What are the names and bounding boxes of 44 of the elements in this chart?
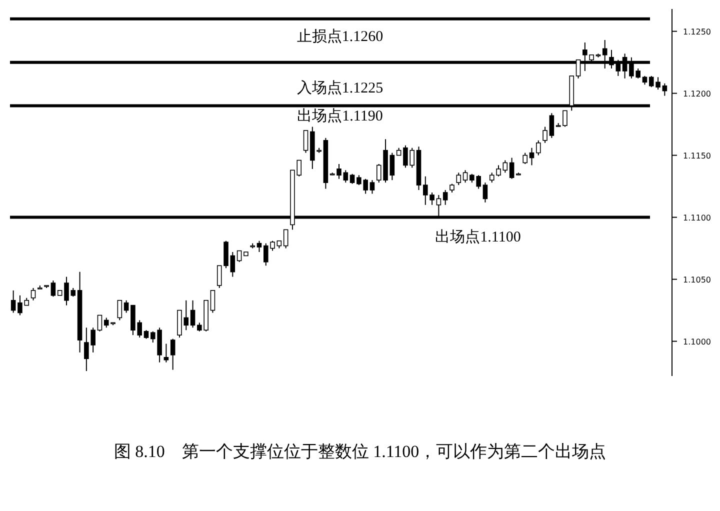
y-tick-label: 1.1150	[683, 151, 711, 160]
candlestick	[390, 152, 395, 181]
candlestick	[10, 290, 16, 314]
candlestick	[256, 240, 262, 253]
candlestick	[456, 172, 462, 186]
candlestick	[462, 170, 468, 184]
y-tick-label: 1.1000	[683, 337, 711, 346]
candlestick	[350, 173, 355, 184]
candlestick	[236, 250, 242, 262]
candlestick	[536, 140, 541, 156]
candlestick	[529, 147, 534, 166]
candlestick	[442, 190, 448, 206]
ref-line-label: 入场点1.1225	[296, 79, 384, 96]
y-tick-label: 1.1050	[683, 275, 711, 284]
candlestick	[662, 82, 668, 96]
candlestick	[522, 152, 528, 164]
y-tick-label: 1.1250	[683, 27, 711, 36]
candlestick	[170, 338, 176, 370]
candlestick	[502, 160, 508, 174]
ref-line-label: 出场点1.1100	[435, 228, 521, 246]
candlestick	[542, 126, 548, 144]
candlestick	[210, 290, 216, 314]
ref-line-label: 出场点1.1190	[297, 108, 383, 125]
candlestick	[230, 252, 236, 278]
candlestick	[164, 343, 169, 363]
candlestick	[117, 300, 122, 321]
candlestick	[336, 163, 342, 180]
y-tick-label: 1.1200	[683, 89, 711, 98]
candlestick	[370, 180, 375, 194]
candlestick	[549, 112, 554, 138]
text: 图 8.10 第一个支撑位位于整数位 1.1100，可以作为第二个出场点	[114, 442, 606, 461]
candlestick	[30, 287, 36, 301]
candlestick	[303, 130, 308, 154]
candlestick	[509, 157, 514, 180]
candlestick	[343, 170, 348, 184]
candlestick	[190, 300, 196, 328]
ref-line-label: 止损点1.1260	[296, 28, 384, 45]
candlestick	[562, 110, 568, 128]
candlestick	[482, 182, 488, 203]
candlestick	[124, 300, 129, 314]
candlestick	[50, 280, 56, 298]
candlestick	[283, 229, 288, 249]
candlestick	[97, 314, 102, 332]
y-tick-label: 1.1100	[683, 213, 711, 222]
